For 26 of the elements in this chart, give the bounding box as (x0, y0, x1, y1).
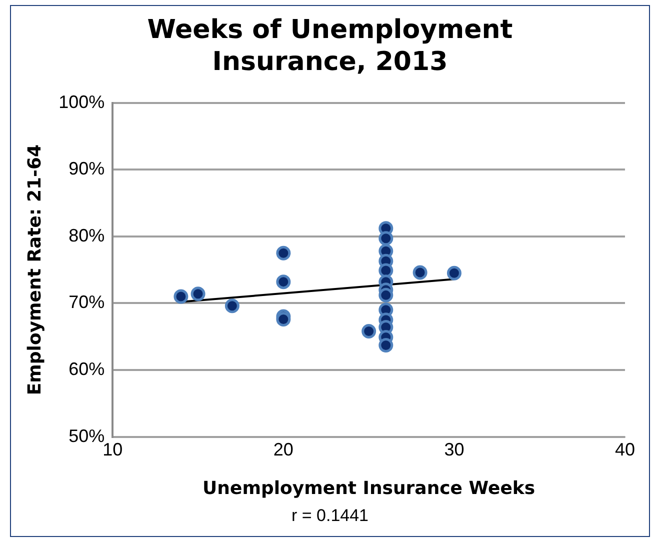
point (174, 289, 188, 304)
x-tick-label: 30 (444, 440, 464, 460)
point (276, 246, 291, 260)
point (224, 298, 240, 314)
y-axis-title: Employment Rate: 21-64 (24, 144, 46, 396)
y-tick-label: 80% (68, 225, 105, 246)
text: r = 0.1441 (290, 506, 370, 526)
point (190, 286, 206, 302)
point (276, 274, 291, 290)
y-tick-label: 70% (68, 292, 105, 312)
x-tick-label: 40 (614, 440, 636, 460)
x-axis-title: Unemployment Insurance Weeks (202, 478, 536, 499)
y-tick-label: 60% (68, 358, 105, 379)
chart-title: Weeks of Unemployment Insurance, 2013 (146, 14, 514, 78)
point (412, 265, 428, 280)
point (378, 288, 394, 302)
point (378, 263, 394, 278)
point (446, 266, 462, 280)
y-tick-label: 100% (58, 92, 105, 112)
x-tick-label: 10 (102, 440, 123, 460)
point (378, 231, 394, 246)
point (362, 324, 376, 339)
point (378, 338, 394, 353)
y-tick-label: 90% (68, 158, 105, 179)
x-tick-label: 20 (273, 440, 294, 460)
y-tick-label: 50% (68, 426, 105, 446)
